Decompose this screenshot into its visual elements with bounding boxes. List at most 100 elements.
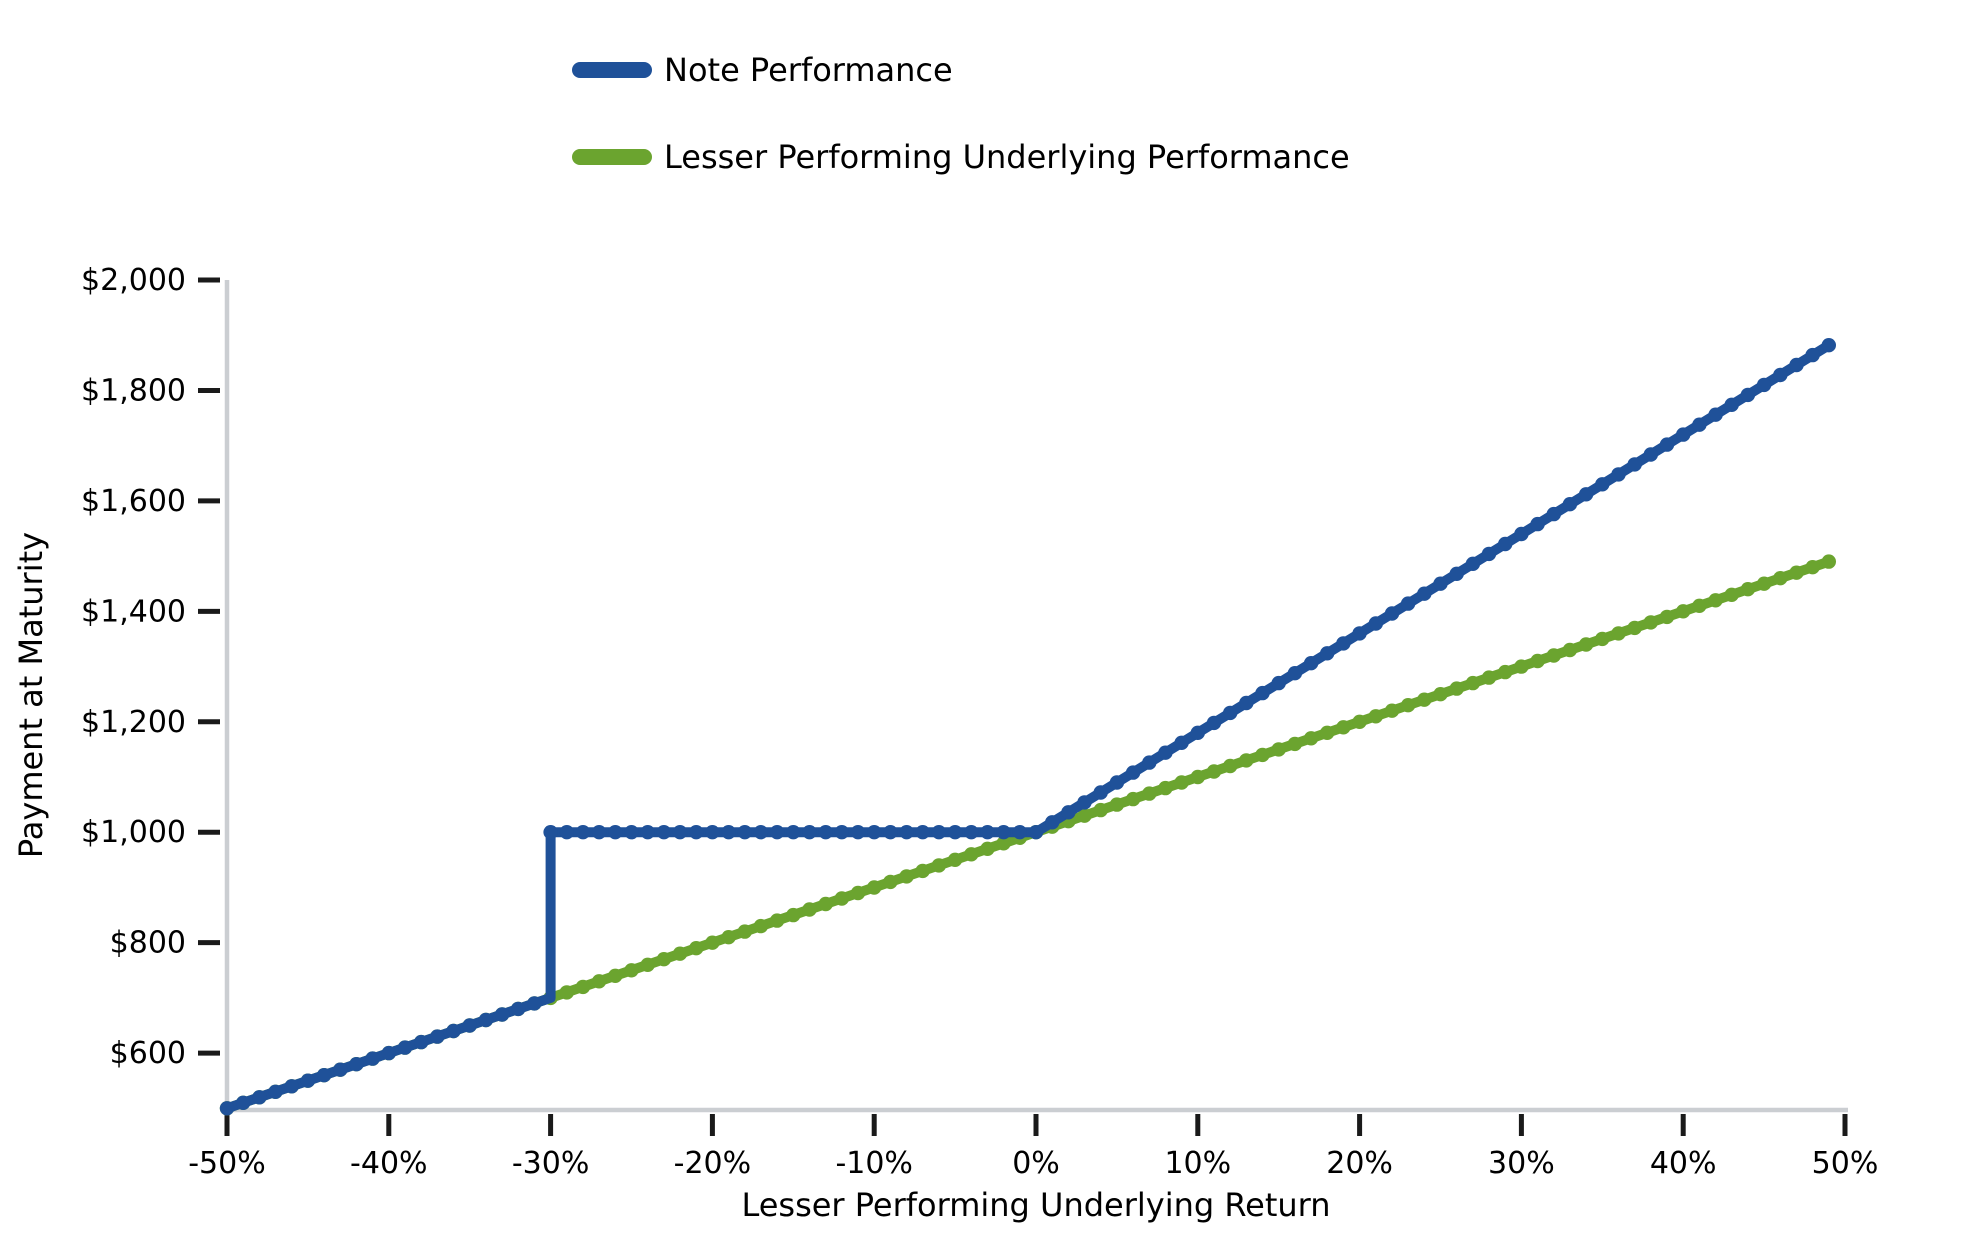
note-performance-marker <box>640 825 655 840</box>
lesser-performing-underlying-performance-marker <box>931 858 947 873</box>
lesser-performing-underlying-performance-marker <box>1255 747 1270 763</box>
note-performance-marker <box>1045 815 1060 830</box>
lesser-performing-underlying-performance-marker <box>1805 560 1820 575</box>
lesser-performing-underlying-performance-marker <box>802 902 817 917</box>
lesser-performing-underlying-performance-marker <box>899 869 914 884</box>
note-performance-marker <box>850 825 866 840</box>
note-performance-marker <box>769 825 785 840</box>
lesser-performing-underlying-performance-marker <box>1384 703 1400 718</box>
lesser-performing-underlying-performance-marker <box>1174 775 1189 790</box>
note-performance-marker <box>1287 666 1303 681</box>
note-performance-marker <box>1611 467 1626 482</box>
note-performance-marker <box>1255 685 1270 701</box>
lesser-performing-underlying-performance-marker <box>1417 692 1432 707</box>
note-performance-marker <box>1692 417 1707 432</box>
lesser-performing-underlying-performance-marker <box>1676 604 1691 619</box>
note-performance-marker <box>1659 437 1675 452</box>
y-axis-tick-label: $2,000 <box>81 263 186 298</box>
note-performance-marker <box>219 1101 235 1116</box>
lesser-performing-underlying-performance-marker <box>1223 758 1238 774</box>
note-performance-marker <box>381 1045 396 1061</box>
legend-item-lesser-performing-underlying-performance: Lesser Performing Underlying Performance <box>572 138 1350 176</box>
note-performance-marker <box>591 825 607 840</box>
note-performance-marker <box>834 825 849 840</box>
note-performance-marker <box>753 825 769 840</box>
lesser-performing-underlying-performance-marker <box>672 946 688 961</box>
y-axis-tick-label: $600 <box>110 1036 186 1071</box>
note-performance-marker <box>1449 566 1464 581</box>
x-axis-title: Lesser Performing Underlying Return <box>741 1186 1330 1224</box>
note-performance-marker <box>559 825 574 840</box>
note-performance-marker <box>349 1057 364 1072</box>
note-performance-marker <box>414 1034 429 1050</box>
note-performance-marker <box>947 825 963 840</box>
legend-label-lesser-performing-underlying-performance: Lesser Performing Underlying Performance <box>664 138 1350 176</box>
note-performance-marker <box>1773 367 1788 383</box>
lesser-performing-underlying-performance-marker <box>818 896 833 912</box>
y-axis-tick-label: $1,400 <box>81 594 186 629</box>
legend-item-note-performance: Note Performance <box>572 51 953 89</box>
note-performance-marker <box>1336 636 1351 651</box>
note-performance-marker <box>624 825 639 840</box>
note-performance-marker <box>1012 825 1027 840</box>
note-performance-line <box>222 340 1834 1114</box>
lesser-performing-underlying-performance-marker <box>850 885 866 901</box>
note-performance-marker <box>1433 576 1448 591</box>
note-performance-marker <box>1465 556 1481 571</box>
lesser-performing-underlying-performance-marker <box>1400 698 1416 713</box>
note-performance-marker <box>705 825 720 840</box>
lesser-performing-underlying-performance-marker <box>1789 565 1804 580</box>
y-axis-tick-label: $1,600 <box>81 484 186 519</box>
lesser-performing-underlying-performance-marker <box>1109 797 1125 812</box>
lesser-performing-underlying-performance-marker <box>1239 753 1254 768</box>
lesser-performing-underlying-performance-marker <box>1158 780 1173 796</box>
note-performance-marker <box>1481 546 1497 562</box>
lesser-performing-underlying-performance-marker <box>769 913 785 928</box>
note-performance-marker <box>1708 407 1723 422</box>
lesser-performing-underlying-performance-marker <box>1125 791 1141 807</box>
note-performance-marker <box>236 1095 251 1111</box>
lesser-performing-underlying-performance-marker <box>1578 637 1594 652</box>
note-performance-marker <box>1190 725 1206 740</box>
y-axis-tick-label: $800 <box>110 926 186 961</box>
note-performance-marker <box>737 825 752 840</box>
lesser-performing-underlying-performance-marker <box>1352 714 1367 729</box>
note-performance-marker <box>1239 695 1254 711</box>
y-axis-tick-label: $1,000 <box>81 815 186 850</box>
note-performance-marker <box>268 1084 283 1100</box>
note-performance-marker <box>1578 487 1594 502</box>
lesser-performing-underlying-performance-marker <box>1271 742 1286 757</box>
note-performance-marker <box>1109 775 1125 790</box>
lesser-performing-underlying-performance-marker <box>559 985 574 1000</box>
lesser-performing-underlying-performance-marker <box>1659 609 1675 625</box>
lesser-performing-underlying-performance-marker <box>1303 731 1319 746</box>
lesser-performing-underlying-performance-marker <box>915 863 930 879</box>
lesser-performing-underlying-performance-marker <box>1627 620 1642 636</box>
lesser-performing-underlying-performance-marker <box>1206 764 1222 779</box>
x-axis-tick-label: 10% <box>1164 1146 1231 1181</box>
note-performance-marker <box>543 825 558 840</box>
lesser-performing-underlying-performance-marker <box>1530 653 1545 669</box>
lesser-performing-underlying-performance-marker <box>575 979 591 995</box>
lesser-performing-underlying-performance-marker <box>1756 576 1772 591</box>
note-performance-marker <box>656 825 672 840</box>
note-performance-marker <box>689 825 704 840</box>
x-axis-tick-label: -20% <box>674 1146 752 1181</box>
lesser-performing-underlying-performance-marker <box>753 918 769 934</box>
note-performance-marker <box>931 825 947 840</box>
lesser-performing-underlying-performance-marker <box>1643 615 1659 630</box>
note-performance-marker <box>1740 387 1756 403</box>
lesser-performing-underlying-performance-marker <box>640 957 655 972</box>
lesser-performing-underlying-performance-marker <box>1320 725 1335 740</box>
note-performance-marker <box>786 825 801 840</box>
note-performance-marker <box>446 1023 461 1039</box>
lesser-performing-underlying-performance-marker <box>624 963 639 978</box>
note-performance-marker <box>365 1051 380 1066</box>
note-performance-marker <box>1595 477 1610 492</box>
note-performance-marker <box>284 1079 299 1094</box>
note-performance-marker <box>1028 825 1044 840</box>
note-performance-marker <box>1352 626 1367 641</box>
note-performance-marker <box>980 825 995 840</box>
note-performance-marker <box>1320 646 1335 661</box>
